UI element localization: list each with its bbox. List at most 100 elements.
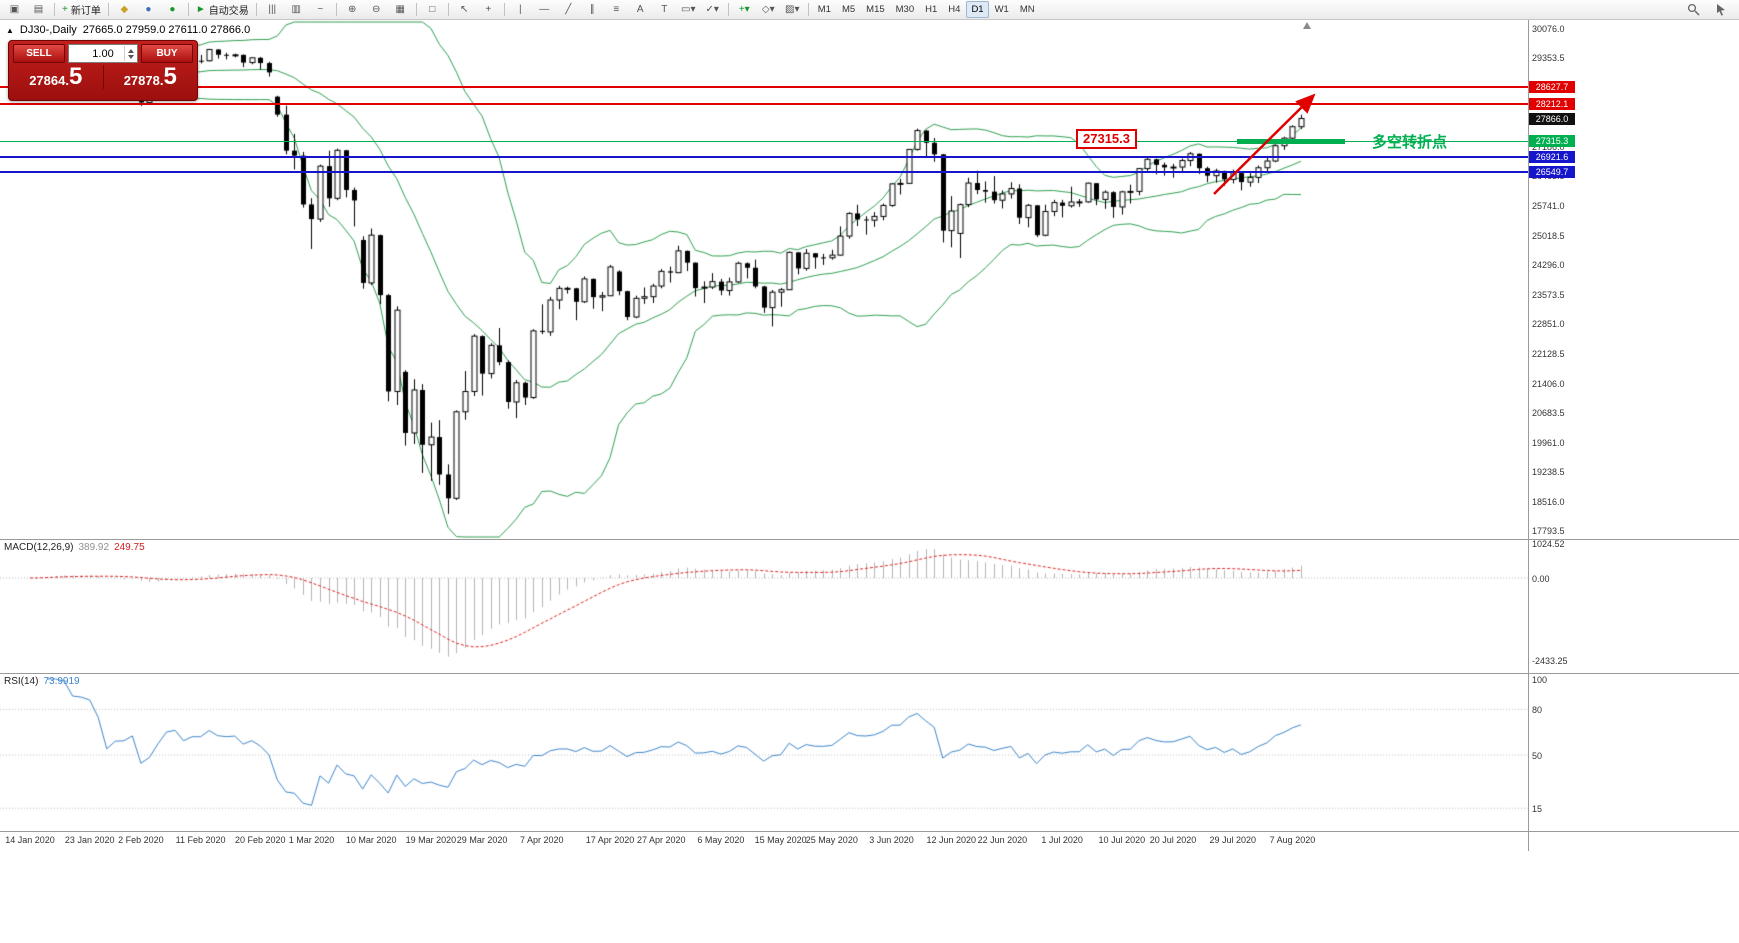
volume-increase-arrow[interactable] [127,48,134,53]
candlestick-chart-icon[interactable]: ▥ [285,1,308,19]
text-label-icon-glyph: T [661,3,668,15]
chart-shift-marker[interactable] [1303,22,1311,29]
timeframe-m5[interactable]: M5 [841,4,856,15]
new-order-button-label: 新订单 [70,6,101,17]
toolbar-separator [727,3,729,16]
bullish-trend-arrow[interactable] [1198,84,1330,206]
equidistant-channel-icon[interactable]: ∥ [581,1,604,19]
macd-title: MACD(12,26,9) 389.92 249.75 [4,542,145,553]
toolbar-right-group [1682,1,1736,19]
zoom-in-icon-glyph: ⊕ [348,3,357,15]
price-axis-tag: 28627.7 [1529,81,1575,94]
cursor-icon[interactable]: ↖ [453,1,476,19]
price-axis-tag: 27866.0 [1529,112,1575,125]
date-axis-label: 7 Apr 2020 [520,835,564,845]
date-axis-label: 27 Apr 2020 [636,835,686,845]
crosshair-icon[interactable]: + [477,1,500,19]
main-macd-separator[interactable] [0,539,1739,540]
templates-dropdown-icon[interactable]: ▨▾ [781,1,804,19]
price-axis-separator [1528,20,1529,851]
timeframe-h4[interactable]: H4 [948,4,961,15]
periods-dropdown-icon[interactable]: ◇▾ [757,1,780,19]
fibonacci-icon-glyph: ≡ [613,3,620,15]
toolbar-separator [807,3,809,16]
toolbar-separator [107,3,109,16]
vertical-line-icon-glyph: | [518,3,522,15]
timeframe-m30[interactable]: M30 [895,4,915,15]
indicators-dropdown-icon[interactable]: +▾ [733,1,756,19]
history-center-icon-glyph: ● [145,3,152,15]
toolbar-separator [503,3,505,16]
date-axis-label: 22 Jun 2020 [977,835,1028,845]
timeframe-w1[interactable]: W1 [994,4,1009,15]
fibonacci-icon[interactable]: ≡ [605,1,628,19]
horizontal-price-line[interactable] [0,140,1528,142]
timeframe-h1[interactable]: H1 [925,4,938,15]
one-click-trading-panel: SELL 1.00 BUY 27864. 5 27878. 5 [8,40,198,101]
one-click-collapse-arrow[interactable]: ▲ [6,25,14,35]
trendline-icon[interactable]: ╱ [557,1,580,19]
search-icon[interactable] [1682,1,1705,19]
horizontal-price-line[interactable] [0,171,1528,174]
history-center-icon[interactable]: ● [137,1,160,19]
price-axis-label: 30076.0 [1532,23,1565,34]
metaeditor-icon[interactable]: ◆ [113,1,136,19]
chart-profiles-icon[interactable]: ▤ [27,1,50,19]
zoom-out-icon[interactable]: ⊖ [365,1,388,19]
zoom-in-icon[interactable]: ⊕ [341,1,364,19]
horizontal-price-line[interactable] [0,156,1528,159]
date-axis-label: 25 May 2020 [805,835,858,845]
macd-rsi-separator[interactable] [0,673,1739,674]
buy-button[interactable]: BUY [141,44,193,63]
timeframe-m1[interactable]: M1 [817,4,831,15]
horizontal-line-icon[interactable]: — [533,1,556,19]
templates-dropdown-icon-glyph: ▨▾ [785,3,800,15]
text-label-icon[interactable]: T [653,1,676,19]
new-order-button[interactable]: + 新订单 [59,1,104,19]
tile-windows-icon[interactable]: □ [421,1,444,19]
toolbar-separator [187,3,189,16]
date-axis-label: 2 Feb 2020 [118,835,164,845]
horizontal-price-line[interactable] [0,103,1528,106]
bar-chart-icon[interactable]: ||| [261,1,284,19]
community-icon[interactable]: ● [161,1,184,19]
pivot-thick-segment[interactable] [1237,139,1345,144]
shapes-dropdown-icon[interactable]: ▭▾ [677,1,700,19]
pivot-note-text[interactable]: 多空转折点 [1372,134,1448,151]
grid-icon[interactable]: ▦ [389,1,412,19]
bar-chart-icon-glyph: ||| [268,3,277,15]
timeframe-m15[interactable]: M15 [866,4,885,15]
date-axis-label: 10 Jul 2020 [1098,835,1146,845]
volume-input[interactable]: 1.00 [68,44,138,63]
rsi-scale-label: 80 [1532,704,1543,715]
toolbar-separator [447,3,449,16]
rsi-name: RSI(14) [4,676,39,687]
pivot-price-callout[interactable]: 27315.3 [1076,129,1137,149]
auto-trading-button[interactable]: ► 自动交易 [193,1,252,19]
sell-price[interactable]: 27864. 5 [11,65,101,89]
text-icon[interactable]: A [629,1,652,19]
sell-button[interactable]: SELL [13,44,65,63]
toolbar-separator [415,3,417,16]
toolbar-separator [54,3,55,16]
timeframe-mn[interactable]: MN [1019,4,1035,15]
line-chart-icon-glyph: ~ [317,3,324,15]
buy-price[interactable]: 27878. 5 [106,65,196,89]
toolbar-left-group: ▣ ▤ + 新订单 ◆ ● ● ► 自动交易 ||| ▥ ~ ⊕ ⊖ ▦ □ ↖ + | — ╱ ∥ ≡ A T ▭▾ ✓▾ +▾ ◇▾… [3,1,1040,19]
arrows-dropdown-icon[interactable]: ✓▾ [701,1,724,19]
toolbar-separator [335,3,337,16]
cursor-pointer-icon[interactable] [1709,1,1732,19]
timeframe-d1[interactable]: D1 [966,1,989,18]
horizontal-price-line[interactable] [0,86,1528,89]
price-axis-label: 18516.0 [1532,496,1565,507]
chart-symbol-period: DJ30-,Daily [19,24,77,36]
crosshair-icon-glyph: + [485,3,492,15]
chart-profiles-icon-glyph: ▤ [33,3,44,15]
buy-price-main: 27878. [123,73,164,88]
volume-decrease-arrow[interactable] [127,54,134,59]
new-chart-icon[interactable]: ▣ [3,1,26,19]
grid-icon-glyph: ▦ [395,3,405,15]
line-chart-icon[interactable]: ~ [309,1,332,19]
vertical-line-icon[interactable]: | [509,1,532,19]
